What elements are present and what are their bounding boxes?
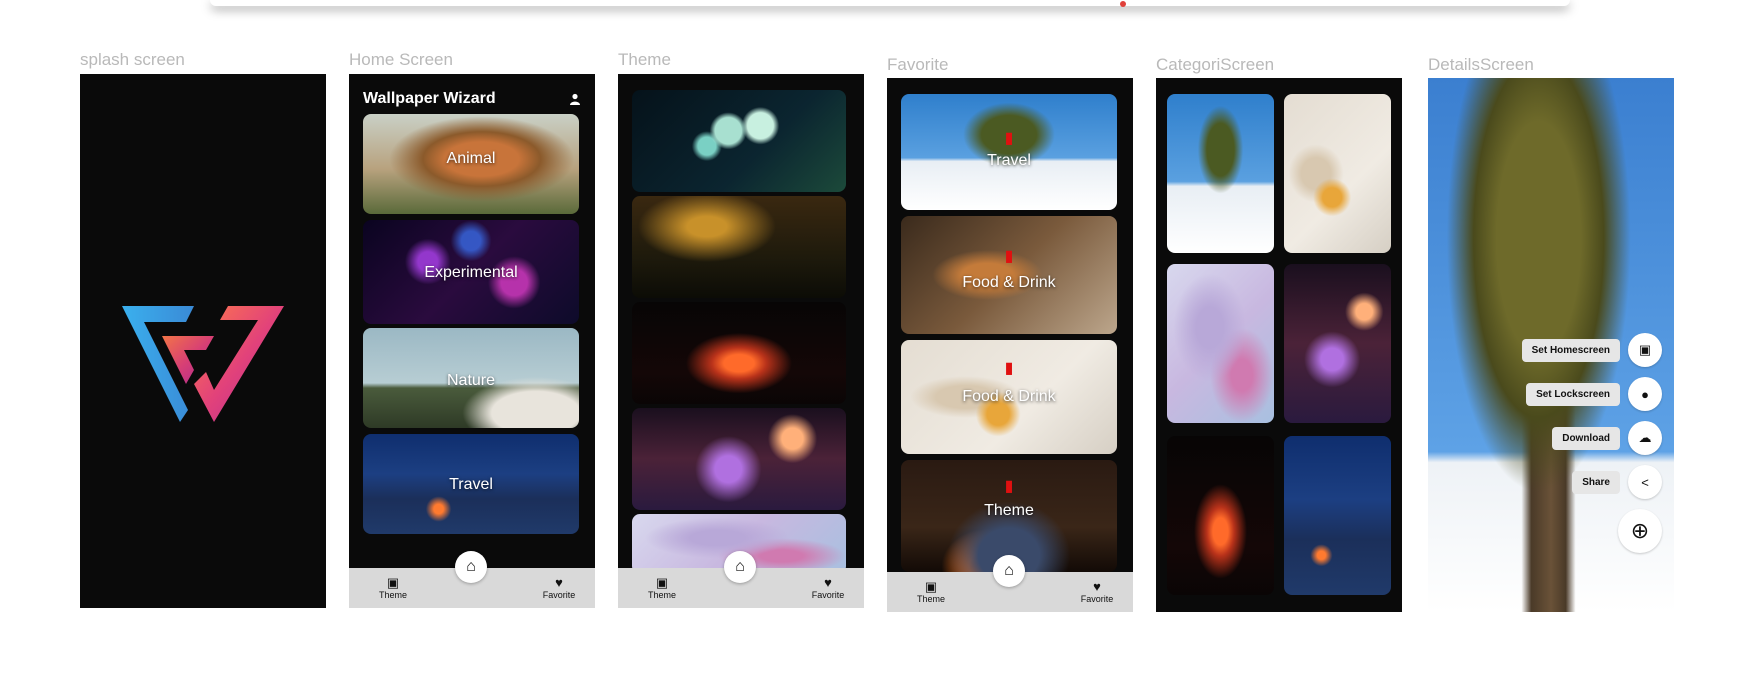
app-logo — [122, 306, 284, 422]
action-set-lockscreen[interactable]: Set Lockscreen ● — [1526, 377, 1662, 411]
category-label: Travel — [449, 476, 493, 493]
nav-favorite[interactable]: ♥ Favorite — [798, 575, 858, 601]
person-icon[interactable] — [569, 92, 581, 105]
home-button[interactable]: ⌂ — [455, 551, 487, 583]
home-button[interactable]: ⌂ — [724, 551, 756, 583]
frame-label-details: DetailsScreen — [1428, 55, 1534, 74]
trash-icon[interactable]: ▮ — [1004, 360, 1014, 377]
nav-theme[interactable]: ▣ Theme — [901, 579, 961, 605]
favorite-label: Travel — [987, 152, 1031, 169]
trash-icon[interactable]: ▮ — [1004, 248, 1014, 265]
nav-theme[interactable]: ▣ Theme — [363, 575, 423, 601]
home-icon: ⌂ — [735, 558, 745, 575]
home-screen: Wallpaper Wizard Animal Experimental Nat… — [349, 74, 595, 608]
share-label: Share — [1572, 470, 1620, 494]
nav-theme[interactable]: ▣ Theme — [632, 575, 692, 601]
frame-label-favorite: Favorite — [887, 55, 949, 74]
image-icon: ▣ — [386, 575, 400, 590]
set-lockscreen-label: Set Lockscreen — [1526, 382, 1620, 406]
nav-theme-label: Theme — [647, 590, 676, 600]
top-toolbar — [210, 0, 1570, 6]
nav-favorite-label: Favorite — [811, 590, 845, 600]
wallpaper-thumb[interactable] — [1284, 264, 1391, 423]
category-card-animal[interactable]: Animal — [363, 114, 579, 214]
home-icon: ⌂ — [466, 558, 476, 575]
favorite-label: Food & Drink — [962, 274, 1056, 291]
home-button[interactable]: ⌂ — [993, 555, 1025, 587]
favorite-card[interactable]: ▮ Travel — [901, 94, 1117, 210]
nav-favorite[interactable]: ♥ Favorite — [529, 575, 589, 601]
nav-favorite-label: Favorite — [542, 590, 576, 600]
frame-label-category: CategoriScreen — [1156, 55, 1275, 74]
frame-label-splash: splash screen — [80, 50, 185, 69]
category-card-nature[interactable]: Nature — [363, 328, 579, 428]
trash-icon[interactable]: ▮ — [1004, 478, 1014, 495]
heart-icon: ♥ — [824, 575, 832, 590]
wallpaper-thumb[interactable] — [632, 302, 846, 404]
favorite-screen: ▮ Travel ▮ Food & Drink ▮ Food & Drink ▮… — [887, 78, 1133, 612]
category-label: Nature — [446, 372, 496, 389]
wallpaper-thumb[interactable] — [632, 90, 846, 192]
favorite-card[interactable]: ▮ Food & Drink — [901, 340, 1117, 454]
set-homescreen-label: Set Homescreen — [1521, 338, 1620, 362]
nav-favorite-label: Favorite — [1080, 594, 1114, 604]
favorite-label: Food & Drink — [962, 388, 1056, 405]
bottom-nav: ▣ Theme ♥ Favorite — [887, 572, 1133, 612]
download-label: Download — [1552, 426, 1620, 450]
details-screen: Set Homescreen ▣ Set Lockscreen ● Downlo… — [1428, 78, 1674, 612]
wallpaper-thumb[interactable] — [632, 196, 846, 298]
category-card-travel[interactable]: Travel — [363, 434, 579, 534]
frame-label-home: Home Screen — [349, 50, 453, 69]
category-screen — [1156, 78, 1402, 612]
favorite-card[interactable]: ▮ Theme — [901, 460, 1117, 572]
heart-icon: ♥ — [1093, 579, 1101, 594]
wallpaper-thumb[interactable] — [1284, 436, 1391, 595]
nav-theme-label: Theme — [916, 594, 945, 604]
nav-favorite[interactable]: ♥ Favorite — [1067, 579, 1127, 605]
wallpaper-thumb[interactable] — [1167, 94, 1274, 253]
home-icon: ⌂ — [1004, 562, 1014, 579]
favorite-card[interactable]: ▮ Food & Drink — [901, 216, 1117, 334]
wallpaper-thumb[interactable] — [632, 408, 846, 510]
wallpaper-thumb[interactable] — [1284, 94, 1391, 253]
trash-icon[interactable]: ▮ — [1004, 130, 1014, 147]
category-label: Animal — [446, 150, 496, 167]
splash-screen — [80, 74, 326, 608]
category-label: Experimental — [424, 264, 518, 281]
lock-icon[interactable]: ● — [1628, 377, 1662, 411]
frame-label-theme: Theme — [618, 50, 671, 69]
category-card-experimental[interactable]: Experimental — [363, 220, 579, 324]
action-download[interactable]: Download ☁ — [1552, 421, 1662, 455]
wallpaper-thumb[interactable] — [1167, 264, 1274, 423]
app-title: Wallpaper Wizard — [363, 90, 496, 107]
cloud-download-icon[interactable]: ☁ — [1628, 421, 1662, 455]
action-share[interactable]: Share < — [1572, 465, 1662, 499]
theme-screen: ▣ Theme ♥ Favorite ⌂ — [618, 74, 864, 608]
cursor-dot — [1120, 1, 1126, 7]
share-icon[interactable]: < — [1628, 465, 1662, 499]
heart-icon: ♥ — [555, 575, 563, 590]
image-icon: ▣ — [655, 575, 669, 590]
favorite-label: Theme — [984, 502, 1034, 519]
plus-circle-icon[interactable]: ⊕ — [1618, 509, 1662, 553]
wallpaper-thumb[interactable] — [1167, 436, 1274, 595]
action-set-homescreen[interactable]: Set Homescreen ▣ — [1521, 333, 1662, 367]
image-icon: ▣ — [924, 579, 938, 594]
image-icon[interactable]: ▣ — [1628, 333, 1662, 367]
nav-theme-label: Theme — [378, 590, 407, 600]
